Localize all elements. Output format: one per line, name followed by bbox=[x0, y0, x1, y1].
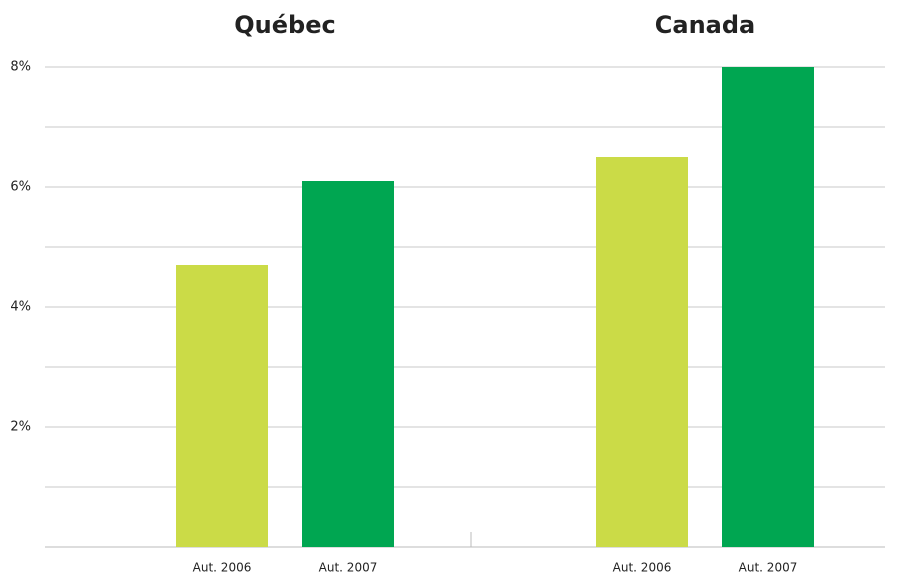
group-title: Canada bbox=[655, 11, 755, 39]
y-tick-label: 4% bbox=[10, 300, 31, 315]
group-title: Québec bbox=[234, 11, 335, 39]
bar bbox=[302, 181, 394, 547]
y-tick-label: 2% bbox=[10, 420, 31, 435]
y-tick-label: 8% bbox=[10, 60, 31, 75]
x-tick-label: Aut. 2006 bbox=[613, 561, 672, 575]
x-tick-label: Aut. 2007 bbox=[739, 561, 798, 575]
y-tick-label: 6% bbox=[10, 180, 31, 195]
x-tick-label: Aut. 2007 bbox=[319, 561, 378, 575]
bar bbox=[176, 265, 268, 547]
x-tick-label: Aut. 2006 bbox=[193, 561, 252, 575]
bar bbox=[722, 67, 814, 547]
bar bbox=[596, 157, 688, 547]
